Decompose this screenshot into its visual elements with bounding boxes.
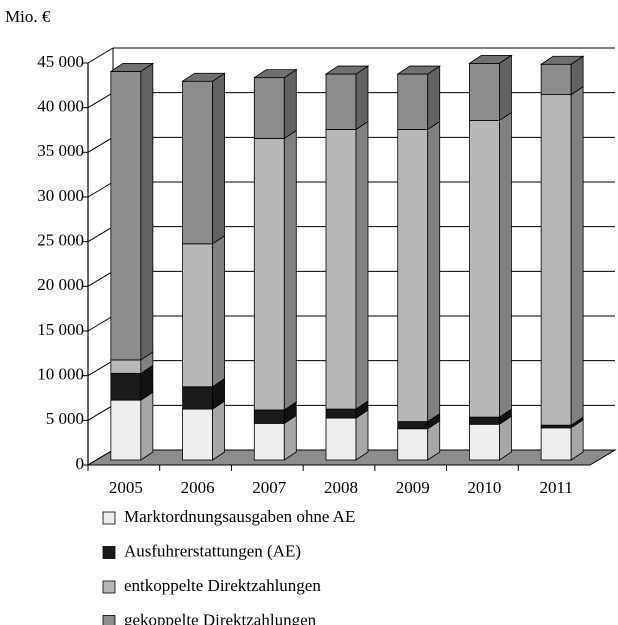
bar-segment — [182, 386, 213, 410]
bar-side — [283, 129, 297, 411]
legend-swatch — [102, 615, 116, 625]
legend-swatch — [102, 580, 116, 594]
y-tick-label: 5 000 — [46, 409, 84, 428]
bar-top — [396, 65, 442, 75]
bar-segment — [325, 129, 357, 410]
bar-segment — [110, 372, 142, 401]
bar-side — [355, 65, 369, 131]
bar-segment — [397, 73, 429, 130]
x-tick-label: 2008 — [324, 478, 358, 497]
y-axis-diag — [87, 270, 114, 287]
bar-top — [252, 69, 298, 79]
bar-segment — [469, 62, 500, 121]
y-axis-label: Mio. € — [5, 7, 51, 26]
bar-segment — [110, 359, 142, 374]
bar-segment — [540, 427, 572, 461]
bar-segment — [469, 120, 500, 418]
y-axis-diag — [87, 181, 114, 198]
bar-segment — [540, 94, 572, 426]
x-tick-label: 2011 — [539, 478, 572, 497]
y-tick-label: 25 000 — [37, 231, 84, 250]
bar-side — [570, 85, 584, 426]
y-axis-diag — [87, 47, 114, 64]
bar-segment — [110, 71, 142, 361]
y-tick-label: 0 — [76, 454, 85, 473]
bar-top — [181, 72, 226, 82]
bar-side — [355, 409, 369, 461]
bar-side — [212, 72, 225, 245]
legend-label: Marktordnungsausgaben ohne AE — [124, 507, 355, 526]
bar-side — [355, 120, 369, 410]
bar-segment — [253, 77, 285, 139]
y-axis-diag — [87, 136, 114, 153]
bar-side — [427, 120, 441, 423]
y-tick-label: 15 000 — [37, 320, 84, 339]
y-axis-diag — [87, 360, 114, 377]
legend-swatch — [102, 511, 116, 525]
bar-segment — [397, 129, 429, 422]
y-tick-label: 20 000 — [37, 275, 84, 294]
bar-segment — [325, 73, 357, 130]
bar-side — [283, 68, 297, 140]
bar-side — [212, 400, 225, 461]
x-tick-label: 2006 — [181, 478, 215, 497]
x-tick-label: 2010 — [467, 478, 501, 497]
bar-top — [109, 63, 155, 72]
bar-segment — [325, 417, 357, 461]
bar-side — [140, 391, 154, 461]
y-tick-label: 45 000 — [37, 52, 84, 71]
bar-segment — [540, 63, 572, 96]
y-tick-label: 40 000 — [37, 97, 84, 116]
legend-swatch — [102, 546, 116, 559]
y-axis-diag — [87, 226, 114, 243]
x-tick-label: 2005 — [109, 478, 143, 497]
y-axis-diag — [87, 404, 114, 421]
bar-side — [140, 62, 154, 361]
y-axis-diag — [87, 449, 114, 466]
y-tick-label: 35 000 — [37, 141, 84, 160]
bar-side — [427, 65, 441, 131]
y-axis-diag — [87, 92, 114, 109]
bar-segment — [397, 428, 429, 461]
bar-segment — [469, 423, 500, 461]
y-tick-label: 30 000 — [37, 186, 84, 205]
bar-side — [499, 111, 512, 418]
bar-segment — [253, 409, 285, 424]
bar-segment — [540, 424, 572, 429]
bar-segment — [110, 399, 142, 461]
bar-side — [499, 54, 512, 122]
bar-top — [539, 55, 585, 65]
bar-segment — [182, 408, 213, 461]
bar-segment — [325, 408, 357, 419]
bar-segment — [469, 416, 500, 425]
bar-top — [468, 54, 513, 64]
bar-side — [212, 235, 225, 388]
bar-segment — [182, 243, 213, 388]
legend-label: gekoppelte Direktzahlungen — [124, 610, 317, 625]
y-axis-diag — [87, 315, 114, 332]
bar-segment — [397, 421, 429, 430]
y-tick-label: 10 000 — [37, 365, 84, 384]
bar-segment — [182, 80, 213, 245]
x-tick-label: 2007 — [252, 478, 287, 497]
x-tick-label: 2009 — [396, 478, 430, 497]
bar-segment — [253, 422, 285, 461]
bar-top — [324, 65, 370, 75]
legend-label: entkoppelte Direktzahlungen — [124, 576, 321, 595]
bar-segment — [253, 137, 285, 411]
legend-label: Ausfuhrerstattungen (AE) — [124, 541, 301, 560]
